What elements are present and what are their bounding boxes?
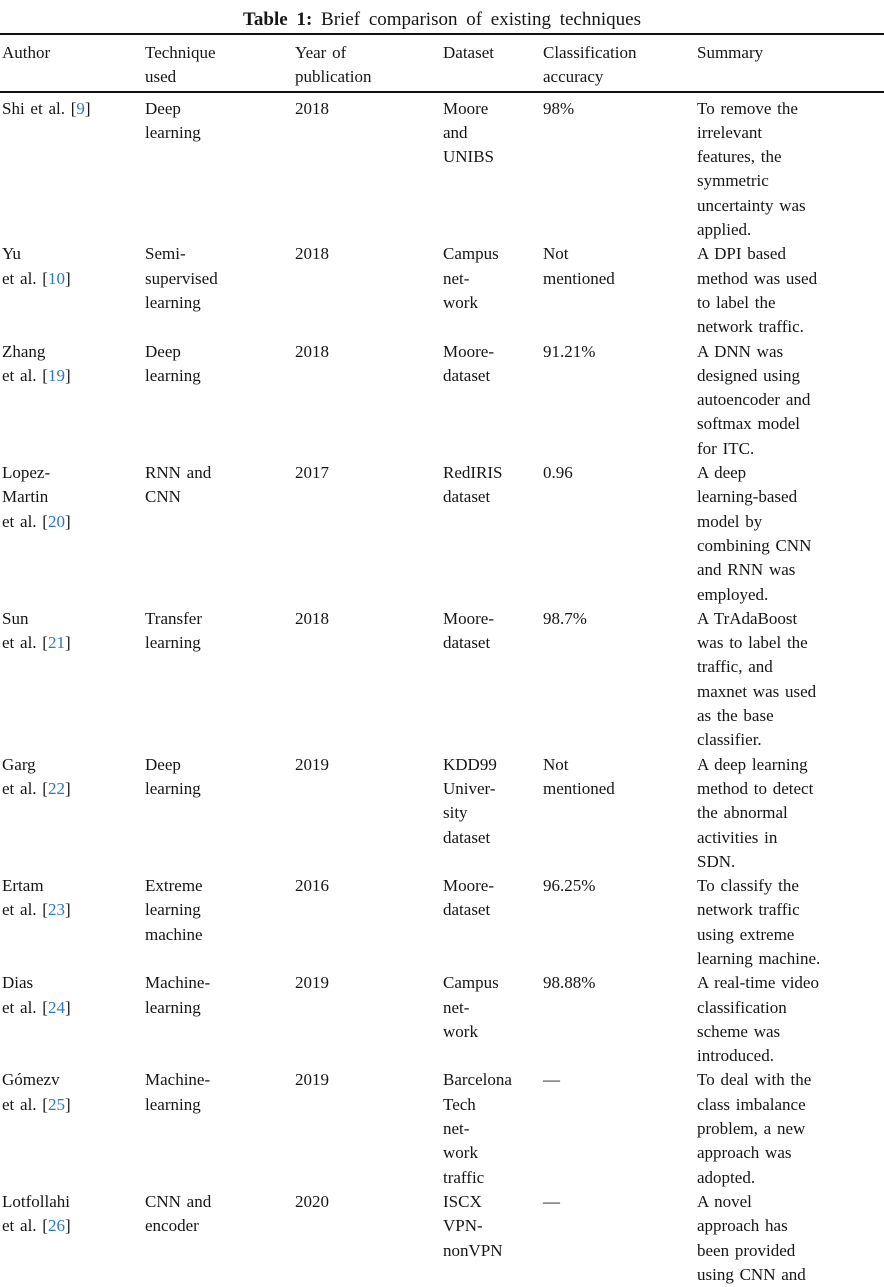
technique-cell: Machine- learning (145, 1070, 211, 1114)
column-header: Year of publication (295, 43, 372, 87)
technique-cell: CNN and encoder (145, 1191, 212, 1236)
accuracy-cell: — (543, 1191, 560, 1211)
accuracy-cell: 98% (543, 98, 575, 118)
summary-cell: A DNN was designed using autoencoder and… (697, 341, 811, 458)
citation-ref[interactable]: 26 (47, 1216, 65, 1236)
summary-cell: A deep learning method to detect the abn… (697, 754, 814, 871)
technique-cell: Transfer learning (145, 608, 202, 653)
dataset-cell: Barcelona Tech net- work traffic (443, 1070, 512, 1187)
technique-cell: Machine- learning (145, 973, 211, 1017)
author-cell: Garg et al. [22] (2, 754, 71, 798)
year-cell: 2018 (295, 341, 329, 361)
citation-ref[interactable]: 21 (47, 633, 65, 653)
column-header: Classification accuracy (543, 43, 637, 87)
summary-cell: A novel approach has been provided using… (697, 1191, 806, 1284)
technique-cell: Deep learning (145, 341, 201, 385)
accuracy-cell: 96.25% (543, 876, 596, 896)
column-header: Author (2, 43, 51, 62)
citation-ref[interactable]: 20 (47, 511, 65, 531)
summary-cell: A deep learning-based model by combining… (697, 463, 812, 604)
citation-ref[interactable]: 22 (47, 778, 65, 798)
dataset-cell: ISCX VPN- nonVPN (443, 1191, 503, 1260)
citation-ref[interactable]: 19 (47, 365, 65, 385)
table-row: Garg et al. [22] Deep learning 2019 KDD99 Un… (0, 753, 884, 874)
table-caption-number: Table 1: (243, 9, 313, 30)
citation-ref[interactable]: 10 (47, 268, 65, 288)
accuracy-cell: — (543, 1070, 560, 1090)
comparison-table: Author Technique used Year of publication D… (0, 33, 884, 1287)
accuracy-cell: 0.96 (543, 463, 573, 483)
table-row: Lotfollahi et al. [26] CNN and encoder 2020… (0, 1190, 884, 1287)
year-cell: 2016 (295, 876, 329, 896)
technique-cell: Deep learning (145, 754, 201, 798)
summary-cell: A real-time video classification scheme … (697, 973, 819, 1066)
author-cell: Lotfollahi et al. [26] (2, 1191, 71, 1236)
dataset-cell: Moore- dataset (443, 608, 494, 653)
year-cell: 2019 (295, 754, 329, 774)
author-cell: Gómezv et al. [25] (2, 1070, 71, 1114)
year-cell: 2019 (295, 1070, 329, 1090)
year-cell: 2018 (295, 608, 329, 628)
dataset-cell: RedIRIS dataset (443, 463, 503, 507)
citation-ref[interactable]: 24 (47, 997, 65, 1017)
author-cell: Dias et al. [24] (2, 973, 71, 1017)
author-cell: Zhang et al. [19] (2, 341, 71, 385)
year-cell: 2018 (295, 244, 329, 264)
summary-cell: To remove the irrelevant features, the s… (697, 98, 806, 240)
citation-ref[interactable]: 25 (47, 1094, 65, 1114)
column-header: Technique used (145, 43, 216, 87)
table-row: Yu et al. [10] Semi- supervised learning 20… (0, 242, 884, 339)
technique-cell: Semi- supervised learning (145, 244, 218, 312)
technique-cell: RNN and CNN (145, 463, 212, 507)
author-cell: Sun et al. [21] (2, 608, 71, 653)
table-row: Gómezv et al. [25] Machine- learning 2019 Ba… (0, 1068, 884, 1189)
accuracy-cell: Not mentioned (543, 244, 615, 288)
year-cell: 2018 (295, 98, 329, 118)
dataset-cell: Campus net- work (443, 244, 499, 312)
summary-cell: A TrAdaBoost was to label the traffic, a… (697, 608, 817, 750)
year-cell: 2019 (295, 973, 329, 993)
header-row: Author Technique used Year of publication D… (0, 34, 884, 92)
summary-cell: To deal with the class imbalance problem… (697, 1070, 812, 1187)
column-header: Summary (697, 43, 764, 62)
table-row: Dias et al. [24] Machine- learning 2019 Camp… (0, 971, 884, 1068)
citation-ref[interactable]: 23 (47, 900, 65, 920)
table-row: Lopez- Martin et al. [20] RNN and CNN 2017 Re… (0, 461, 884, 607)
technique-cell: Deep learning (145, 98, 201, 142)
dataset-cell: Moore and UNIBS (443, 98, 495, 167)
summary-cell: A DPI based method was used to label the… (697, 244, 818, 337)
year-cell: 2020 (295, 1191, 329, 1211)
table-row: Sun et al. [21] Transfer learning 2018 Moore… (0, 607, 884, 753)
accuracy-cell: 91.21% (543, 341, 596, 361)
year-cell: 2017 (295, 463, 329, 483)
dataset-cell: KDD99 Univer- sity dataset (443, 754, 497, 847)
accuracy-cell: 98.88% (543, 973, 596, 993)
dataset-cell: Campus net- work (443, 973, 499, 1041)
table-row: Shi et al. [9] Deep learning 2018 Moore and… (0, 92, 884, 243)
column-header: Dataset (443, 43, 494, 62)
author-cell: Shi et al. [9] (2, 98, 91, 118)
table-body: Shi et al. [9] Deep learning 2018 Moore and… (0, 92, 884, 1287)
citation-ref[interactable]: 9 (76, 98, 85, 118)
accuracy-cell: 98.7% (543, 608, 587, 628)
table-caption-text: Brief comparison of existing techniques (312, 9, 641, 30)
table-caption: Table 1: Brief comparison of existing te… (0, 0, 884, 33)
accuracy-cell: Not mentioned (543, 754, 615, 798)
technique-cell: Extreme learning machine (145, 876, 203, 944)
author-cell: Ertam et al. [23] (2, 876, 71, 920)
summary-cell: To classify the network traffic using ex… (697, 876, 821, 968)
author-cell: Yu et al. [10] (2, 244, 71, 288)
author-cell: Lopez- Martin et al. [20] (2, 463, 71, 531)
dataset-cell: Moore- dataset (443, 341, 494, 385)
table-row: Ertam et al. [23] Extreme learning machine… (0, 874, 884, 971)
table-row: Zhang et al. [19] Deep learning 2018 Moore- … (0, 340, 884, 461)
dataset-cell: Moore- dataset (443, 876, 494, 920)
